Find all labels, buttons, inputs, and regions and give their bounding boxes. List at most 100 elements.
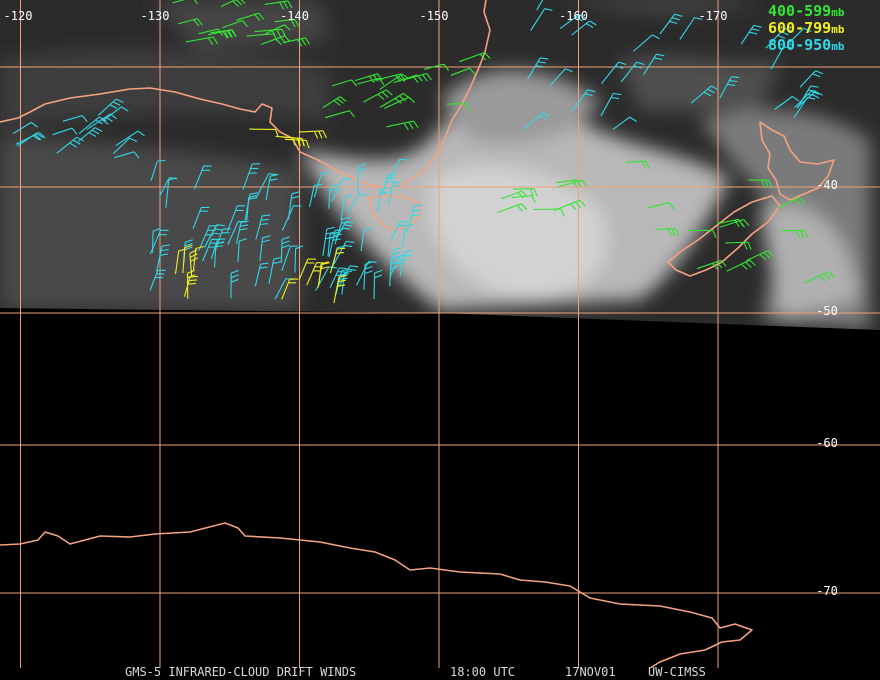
wind-barb <box>282 37 311 47</box>
wind-barb <box>725 241 752 250</box>
wind-barb <box>647 202 675 210</box>
legend-unit: mb <box>831 23 845 36</box>
wind-barb <box>189 249 198 276</box>
wind-barb <box>203 224 225 248</box>
footer-date: 17NOV01 <box>565 665 616 679</box>
longitude-label: -170 <box>699 9 728 23</box>
wind-barb <box>193 165 212 190</box>
wind-barb <box>260 35 291 46</box>
wind-barb <box>198 225 218 251</box>
legend: 400-599mb 600-799mb 800-950mb <box>768 2 845 54</box>
wind-barb <box>335 268 350 295</box>
wind-barb <box>174 248 187 275</box>
wind-barb <box>249 128 279 138</box>
wind-barb <box>115 130 145 147</box>
tasmania-coast <box>367 195 421 231</box>
graticule-labels: -120 -130 -140 -150 -160 -170 -40 -50 -60 -70 <box>4 9 838 598</box>
wind-barb <box>332 79 358 87</box>
wind-barb <box>620 61 645 83</box>
wind-barb <box>388 158 408 181</box>
wind-barb <box>796 85 819 109</box>
legend-unit: mb <box>831 40 845 53</box>
legend-entry: 800-950mb <box>768 36 845 54</box>
footer-time: 18:00 UTC <box>450 665 515 679</box>
wind-barb <box>643 53 665 75</box>
wind-barb <box>356 77 385 86</box>
wind-barb <box>553 199 586 211</box>
wind-barb <box>659 13 683 35</box>
wind-barb <box>386 120 419 131</box>
wind-barb <box>192 206 210 229</box>
wind-barb <box>172 0 198 5</box>
wind-barb <box>268 256 282 284</box>
wind-barb <box>331 178 352 202</box>
wind-barb <box>329 267 348 288</box>
longitude-label: -160 <box>559 9 588 23</box>
wind-barb <box>376 187 389 213</box>
wind-barb <box>156 244 170 272</box>
wind-barb <box>347 193 367 214</box>
wind-barb <box>799 70 824 88</box>
wind-barb <box>765 27 793 49</box>
wind-barb <box>62 114 88 123</box>
wind-barb <box>210 29 237 39</box>
wind-barb <box>379 73 410 90</box>
wind-barb <box>612 116 637 130</box>
wind-barb <box>113 137 138 154</box>
wind-barb <box>265 174 279 200</box>
wind-barbs <box>13 0 836 304</box>
wind-barb <box>318 261 329 285</box>
legend-range: 400-599 <box>768 2 831 20</box>
wind-barb <box>324 110 355 119</box>
wind-barb <box>150 159 166 181</box>
wind-barb <box>600 92 622 117</box>
wind-barb <box>177 18 203 27</box>
latitude-label: -70 <box>816 584 838 598</box>
wind-barb <box>77 127 103 142</box>
wind-barb <box>280 136 305 147</box>
wind-barb <box>423 63 450 72</box>
wind-barb <box>357 163 367 193</box>
wind-barb <box>281 205 302 231</box>
coastlines <box>0 0 835 669</box>
wind-barb <box>389 247 402 274</box>
wind-barb <box>298 130 327 139</box>
wind-barb <box>165 177 177 208</box>
wind-barb <box>803 271 836 284</box>
wind-barb <box>328 183 338 209</box>
wind-barb <box>655 227 680 237</box>
wind-barb <box>334 217 351 245</box>
wind-barb <box>281 245 299 272</box>
legend-entry: 600-799mb <box>768 19 845 37</box>
wind-barb <box>210 238 226 260</box>
wind-barb <box>236 12 265 21</box>
latitude-label: -40 <box>816 178 838 192</box>
wind-barb <box>793 96 816 119</box>
wind-barb <box>536 0 544 11</box>
wind-barb <box>335 220 354 241</box>
wind-barb <box>56 136 85 154</box>
wind-barb <box>406 204 423 233</box>
wind-barb <box>688 229 717 239</box>
wind-barb <box>459 51 491 63</box>
wind-barb <box>402 72 432 82</box>
wind-barb <box>280 236 290 263</box>
wind-barb <box>511 194 536 203</box>
wind-barb <box>373 269 383 300</box>
wind-barb <box>379 92 411 108</box>
wind-barb <box>446 103 471 112</box>
wind-barb <box>294 245 304 273</box>
wind-barb <box>770 46 792 70</box>
wind-barb <box>360 227 372 252</box>
wind-barb <box>690 85 719 104</box>
wind-barb <box>774 96 800 110</box>
wind-barb <box>601 61 627 85</box>
wind-barb <box>149 269 166 291</box>
wind-barb <box>696 259 727 270</box>
wind-barb <box>16 132 44 147</box>
wind-barb <box>354 73 383 83</box>
wind-barb <box>557 179 588 188</box>
wind-barb <box>242 163 261 190</box>
